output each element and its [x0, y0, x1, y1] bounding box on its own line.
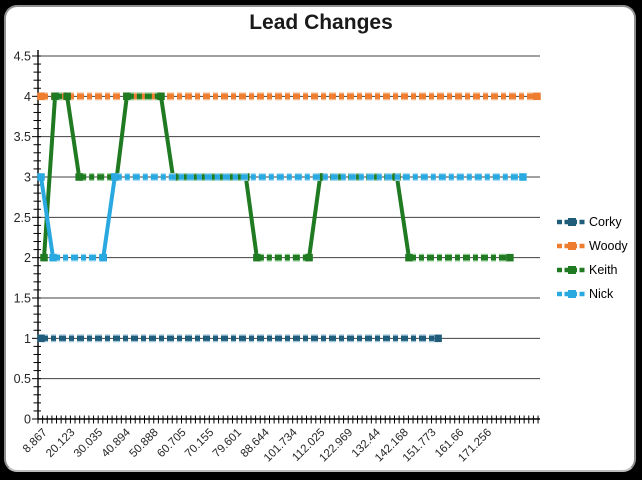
- chart-panel: [4, 5, 636, 472]
- chart-legend: Corky Woody Keith Nick: [557, 210, 628, 306]
- x-tick-label: 70.155: [183, 427, 216, 460]
- legend-item-nick: Nick: [557, 282, 628, 306]
- series-keith-marker: [157, 92, 165, 101]
- series-keith-line: [394, 176, 411, 258]
- series-keith-marker: [506, 253, 514, 262]
- series-nick-marker: [111, 173, 119, 181]
- x-tick-label: 60.705: [155, 427, 188, 460]
- y-tick-label: 2.5: [14, 211, 31, 225]
- legend-marker-nick: [557, 290, 587, 298]
- series-woody-marker: [533, 92, 541, 101]
- x-tick-label: 30.035: [72, 427, 105, 460]
- y-tick-label: 0.5: [14, 372, 31, 386]
- series-keith-marker: [253, 253, 261, 262]
- y-tick-label: 4: [24, 90, 31, 104]
- series-nick-marker: [37, 173, 45, 181]
- y-tick-label: 1.5: [14, 291, 31, 305]
- legend-item-corky: Corky: [557, 210, 628, 234]
- series-keith-marker: [63, 92, 71, 101]
- y-tick-label: 1: [24, 332, 31, 346]
- series-nick-marker: [99, 253, 108, 262]
- series-keith-line: [65, 96, 82, 178]
- series-woody-marker: [37, 92, 45, 101]
- series-keith-marker: [305, 253, 313, 262]
- series-corky-marker: [37, 334, 45, 343]
- y-tick-label: 2: [24, 251, 31, 265]
- series-nick-line: [39, 176, 56, 258]
- x-tick-label: 40.894: [100, 426, 134, 460]
- series-keith-line: [243, 176, 259, 258]
- series-keith-line: [114, 96, 129, 178]
- x-tick-label: 79.601: [211, 427, 244, 460]
- series-keith-line: [307, 176, 323, 258]
- chart-title: Lead Changes: [249, 11, 393, 34]
- y-tick-label: 3.5: [14, 130, 31, 144]
- y-tick-label: 3: [24, 170, 31, 184]
- y-tick-label: 4.5: [14, 49, 31, 63]
- legend-marker-keith: [557, 266, 587, 274]
- legend-label: Keith: [589, 263, 618, 277]
- series-keith-marker: [123, 92, 131, 101]
- legend-marker-woody: [557, 242, 587, 250]
- legend-label: Nick: [589, 287, 614, 301]
- series-corky-marker: [434, 334, 442, 343]
- series-keith-marker: [40, 253, 48, 262]
- series-nick-marker: [519, 173, 527, 181]
- series-keith-marker: [75, 173, 83, 181]
- series-nick-marker: [49, 253, 57, 262]
- legend-label: Corky: [589, 215, 622, 229]
- legend-marker-corky: [557, 218, 587, 226]
- x-tick-label: 20.123: [44, 427, 77, 460]
- series-keith-marker: [51, 92, 59, 101]
- legend-label: Woody: [589, 239, 628, 253]
- series-keith-marker: [405, 253, 413, 262]
- x-tick-label: 50.888: [127, 427, 160, 460]
- series-nick-line: [101, 176, 117, 258]
- legend-item-woody: Woody: [557, 234, 628, 258]
- series-keith-line: [42, 96, 58, 258]
- y-tick-label: 0: [24, 413, 31, 427]
- series-keith-line: [159, 96, 176, 178]
- legend-item-keith: Keith: [557, 258, 628, 282]
- series-keith-marker: [316, 173, 324, 181]
